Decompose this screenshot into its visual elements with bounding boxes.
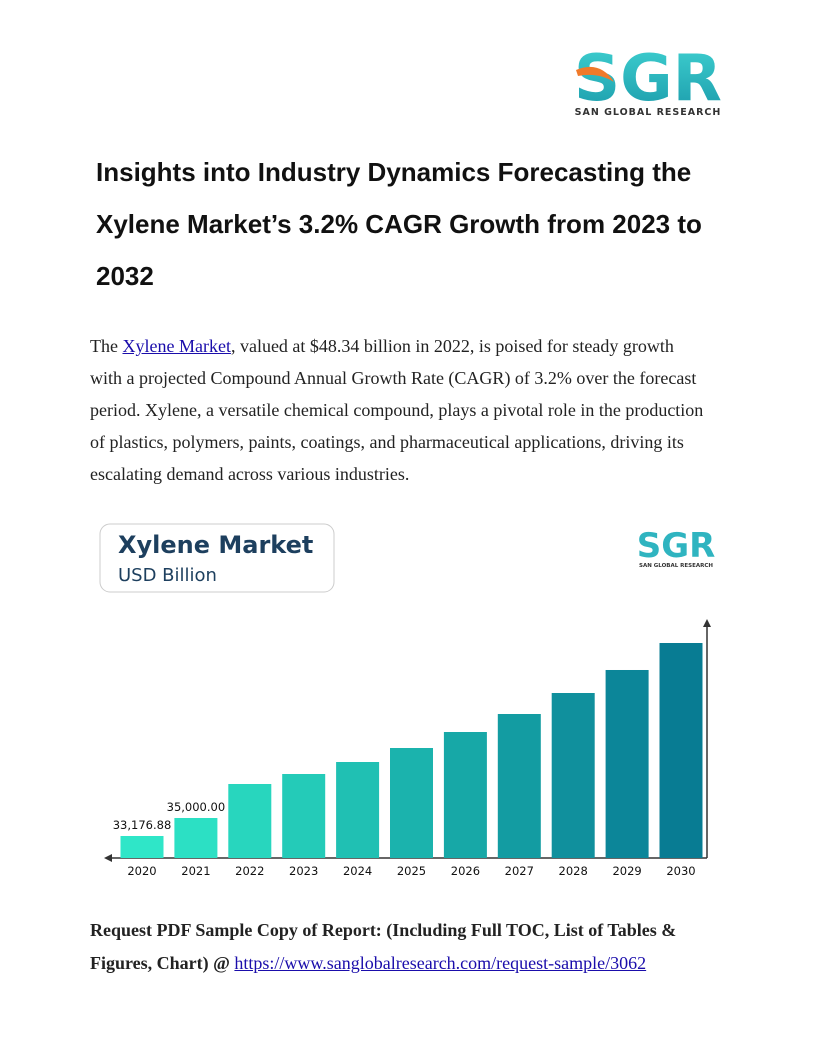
bar [282,774,326,858]
chart-label-box [99,523,335,593]
bar [443,731,487,858]
title: Insights into Industry Dynamics Forecast… [96,157,702,291]
chart: Xylene Market USD Billion SGR SAN GLOBAL… [99,523,716,878]
chart-subtitle: USD Billion [118,565,217,586]
logo: SGR SAN GLOBAL RESEARCH [574,42,722,118]
chart-logo-name: SAN GLOBAL RESEARCH [639,563,713,569]
bar [390,748,433,858]
logo-mark: SGR [574,42,722,116]
x-axis-arrow [104,854,112,862]
x-tick-label: 2027 [505,864,534,878]
x-tick-label: 2030 [666,864,695,878]
x-tick-label: 2025 [397,864,426,878]
x-tick-label: 2029 [612,864,641,878]
x-tick-label: 2024 [343,864,372,878]
intro-lead: The [90,336,123,356]
bar [228,784,272,858]
y-axis-arrow [703,619,711,627]
bar [551,692,595,858]
intro-link[interactable]: Xylene Market [122,336,231,356]
chart-logo-mark: SGR [637,526,716,566]
logo-swoosh [576,66,614,82]
x-tick-label: 2026 [451,864,480,878]
chart-title: Xylene Market [118,531,313,559]
request: Request PDF Sample Copy of Report: (Incl… [90,914,730,980]
logo-name: SAN GLOBAL RESEARCH [575,107,722,118]
x-tick-label: 2020 [127,864,156,878]
bar [605,669,649,858]
bar [659,643,703,858]
request-text: Request PDF Sample Copy of Report: (Incl… [90,920,677,973]
bar [497,714,541,858]
value-label: 35,000.00 [167,800,226,814]
bar [174,817,218,858]
x-tick-label: 2028 [559,864,588,878]
request-link[interactable]: https://www.sanglobalresearch.com/reques… [234,953,647,973]
x-tick-label: 2021 [181,864,210,878]
intro: The Xylene Market, valued at $48.34 bill… [90,330,705,490]
intro-text: , valued at $48.34 billion in 2022, is p… [90,336,704,484]
x-tick-label: 2023 [289,864,318,878]
bar [120,835,164,858]
value-label: 33,176.88 [113,818,172,832]
x-tick-label: 2022 [235,864,264,878]
bar [336,762,380,858]
